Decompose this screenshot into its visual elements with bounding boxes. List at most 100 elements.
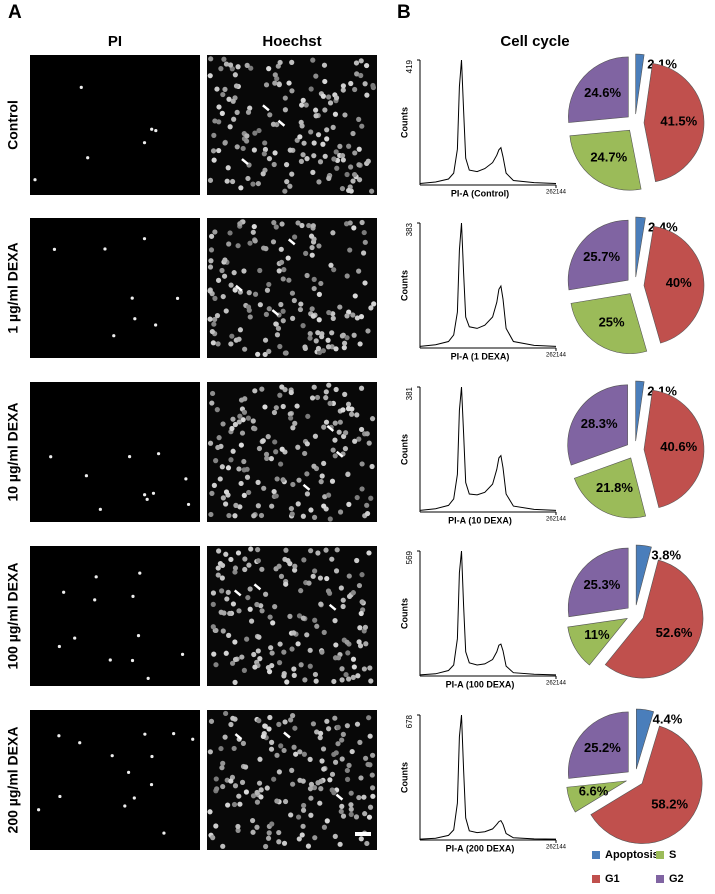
hoechst-cell <box>354 71 360 77</box>
hoechst-cell <box>284 179 290 185</box>
y-tick-label: 419 <box>405 59 414 73</box>
hoechst-cell <box>358 610 364 617</box>
hoechst-cell <box>308 86 314 92</box>
hoechst-cell <box>311 514 318 520</box>
panel-label: A <box>8 2 22 23</box>
hoechst-cell <box>309 244 315 251</box>
hoechst-cell <box>326 175 332 181</box>
hoechst-cell <box>258 787 264 793</box>
pie-label: 40.6% <box>660 439 697 454</box>
hoechst-cell <box>362 239 368 245</box>
hoechst-cell <box>236 793 242 799</box>
hoechst-cell <box>345 650 351 656</box>
hoechst-cell <box>248 546 254 552</box>
histogram-line <box>419 550 557 676</box>
hoechst-cell <box>208 233 215 239</box>
hoechst-cell <box>263 451 270 457</box>
hoechst-cell <box>219 588 225 594</box>
hoechst-cell <box>320 93 326 99</box>
hoechst-cell <box>316 317 322 323</box>
hoechst-cell <box>335 655 342 661</box>
hoechst-cell <box>323 389 329 395</box>
pi-cell <box>133 317 137 321</box>
pie-slice <box>568 56 629 123</box>
hoechst-cell <box>314 623 320 629</box>
hoechst-cell <box>307 786 314 792</box>
pi-cell <box>186 502 191 507</box>
hoechst-cell <box>262 146 269 153</box>
hoechst-cell <box>295 641 301 647</box>
hoechst-cell <box>346 762 352 768</box>
hoechst-cell <box>286 277 292 283</box>
hoechst-cell <box>279 384 285 390</box>
hoechst-cell <box>369 772 375 778</box>
hoechst-cell <box>212 295 218 301</box>
hoechst-cell <box>298 301 304 307</box>
hoechst-cell <box>322 153 328 159</box>
hoechst-cell <box>332 618 338 624</box>
hoechst-cell <box>266 669 273 675</box>
hoechst-cell <box>301 802 307 809</box>
hoechst-cell <box>281 649 287 655</box>
hoechst-cell <box>273 321 279 327</box>
hoechst-cell <box>332 453 338 459</box>
hoechst-cell <box>308 812 314 818</box>
hoechst-cell <box>247 314 253 320</box>
hoechst-cell <box>254 799 261 805</box>
pi-image <box>30 55 200 195</box>
hoechst-cell <box>356 582 363 589</box>
hoechst-cell <box>236 336 242 342</box>
hoechst-cell <box>334 165 340 171</box>
hoechst-cell <box>370 82 376 89</box>
hoechst-cell <box>310 721 317 727</box>
hoechst-cell <box>318 479 324 485</box>
pi-cell <box>175 296 180 300</box>
hoechst-cell <box>223 308 229 314</box>
hoechst-cell <box>252 238 258 244</box>
hoechst-cell <box>362 811 368 817</box>
pi-cell <box>130 658 135 663</box>
hoechst-cell <box>291 672 297 678</box>
hoechst-cell <box>359 219 365 226</box>
hoechst-cell <box>266 348 272 355</box>
hoechst-cell <box>276 769 282 775</box>
hoechst-cell <box>358 313 365 320</box>
hoechst-cell <box>231 116 237 122</box>
hoechst-cell <box>340 87 346 93</box>
hoechst-cell <box>331 678 337 685</box>
hoechst-cell <box>227 610 233 617</box>
hoechst-cell <box>264 287 271 293</box>
hoechst-cell <box>230 601 237 607</box>
hoechst-cell <box>365 328 371 334</box>
hoechst-cell <box>238 397 245 403</box>
hoechst-cell <box>367 733 373 739</box>
hoechst-cell <box>351 664 357 670</box>
hoechst-cell <box>208 718 215 724</box>
pi-cell <box>172 732 176 736</box>
hoechst-cell <box>274 332 281 338</box>
hoechst-cell <box>261 151 267 157</box>
hoechst-cell <box>210 148 217 154</box>
hoechst-cell <box>330 311 336 317</box>
hoechst-cell <box>363 641 369 647</box>
hoechst-cell <box>363 755 369 761</box>
hoechst-cell <box>250 793 257 799</box>
hoechst-cell <box>218 745 224 752</box>
hoechst-cell <box>344 273 350 279</box>
hoechst-cell <box>255 479 261 485</box>
hoechst-cell <box>208 247 215 253</box>
hoechst-cell <box>226 512 232 519</box>
hoechst-cell <box>256 718 262 724</box>
hoechst-cell <box>370 793 376 799</box>
pi-cell <box>146 676 150 680</box>
hoechst-cell <box>299 102 305 108</box>
hoechst-cell <box>237 327 244 333</box>
hoechst-cell <box>298 588 304 594</box>
hoechst-cell <box>232 565 239 571</box>
hoechst-cell <box>267 112 273 118</box>
hoechst-cell <box>344 723 350 729</box>
hoechst-cell <box>250 829 256 835</box>
hoechst-cell <box>291 630 297 636</box>
hoechst-cell <box>266 66 272 72</box>
hoechst-cell <box>308 781 315 787</box>
